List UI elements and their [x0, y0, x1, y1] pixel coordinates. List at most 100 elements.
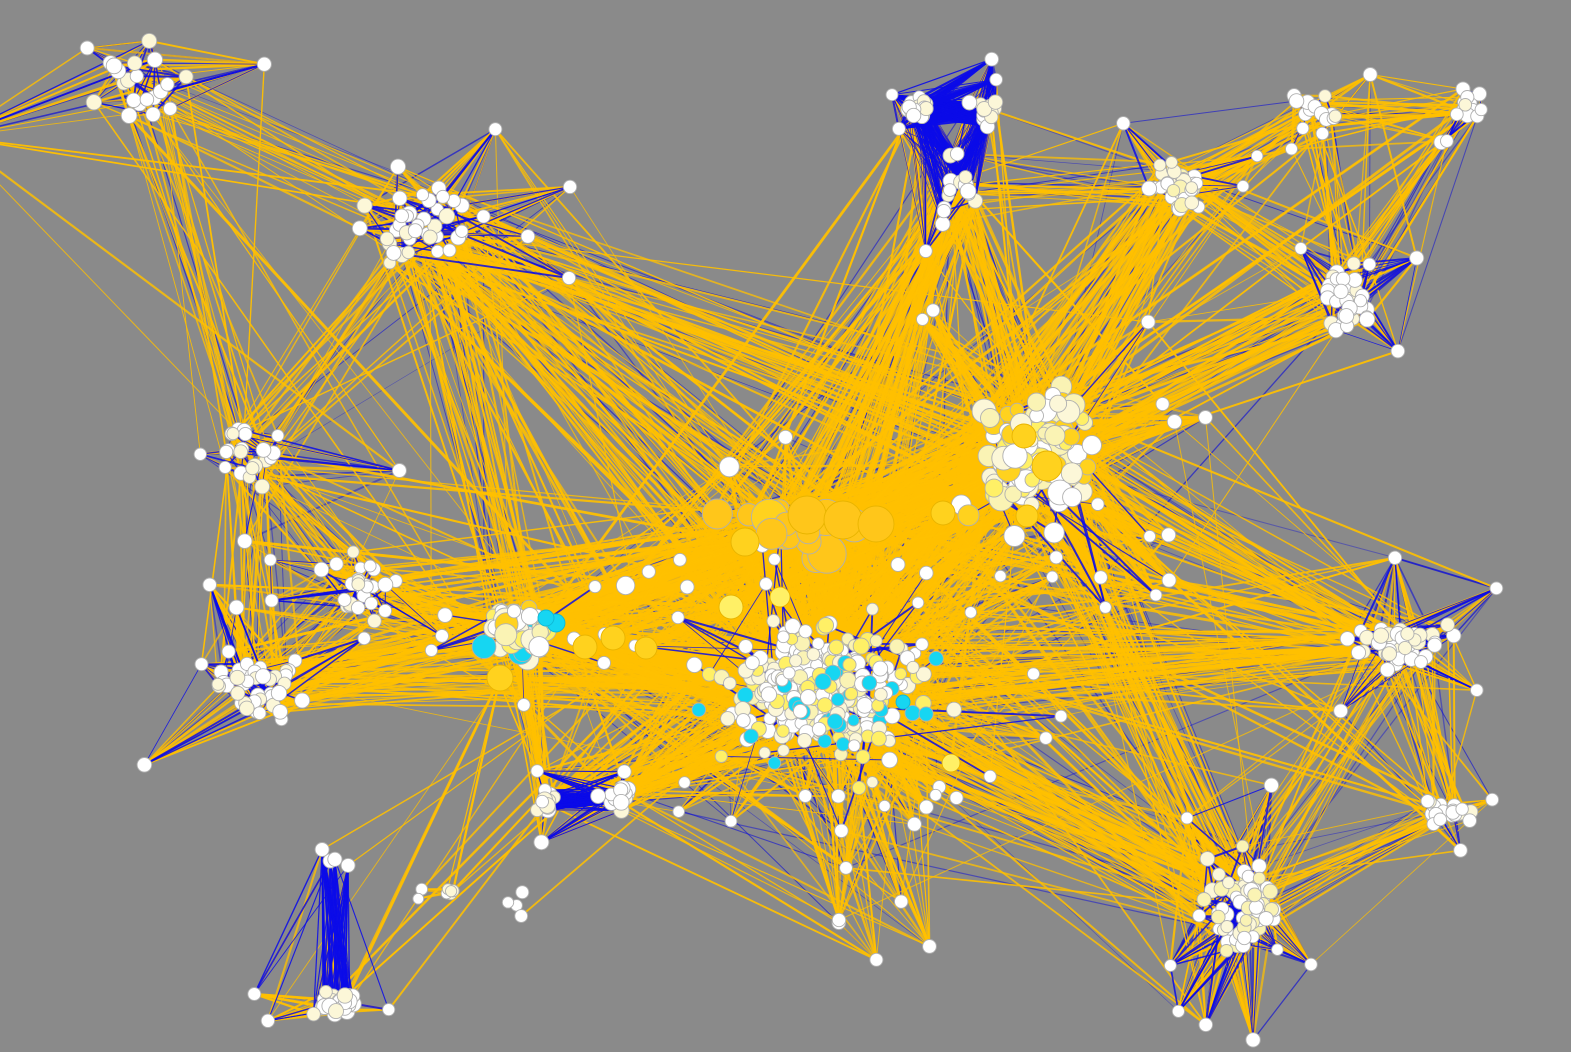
graph-node [929, 788, 942, 802]
graph-node [588, 580, 602, 594]
graph-node [839, 861, 853, 875]
graph-node [455, 224, 469, 238]
graph-node [178, 69, 194, 85]
graph-node [407, 223, 423, 239]
graph-node [918, 799, 934, 815]
graph-node [1091, 497, 1105, 511]
graph-node [1353, 294, 1368, 308]
graph-node [1398, 640, 1413, 656]
graph-node [1196, 892, 1212, 907]
graph-node [1161, 527, 1177, 543]
graph-node [238, 426, 253, 442]
graph-node [85, 94, 103, 111]
graph-node [401, 245, 416, 260]
graph-node [767, 756, 782, 770]
graph-node [435, 189, 450, 204]
graph-node [1003, 525, 1026, 547]
graph-node [1409, 250, 1425, 266]
graph-node [1381, 646, 1397, 662]
graph-node [476, 209, 491, 224]
graph-node [983, 769, 997, 784]
graph-node [789, 654, 803, 668]
graph-node [1462, 813, 1477, 828]
graph-node [1192, 908, 1206, 923]
graph-node [313, 561, 330, 578]
graph-node [327, 851, 343, 867]
graph-node [1155, 396, 1170, 412]
graph-node [340, 857, 356, 873]
graph-node [391, 190, 408, 207]
graph-node [382, 1003, 396, 1017]
graph-node [520, 229, 536, 244]
graph-node [1362, 257, 1377, 272]
graph-node [514, 909, 529, 923]
graph-node [1315, 126, 1330, 141]
graph-node [743, 728, 759, 744]
graph-node-hub [1031, 450, 1063, 482]
graph-node-hub [823, 500, 863, 540]
graph-node [889, 638, 905, 655]
graph-node [735, 713, 751, 728]
graph-node [488, 122, 503, 137]
graph-node [239, 700, 255, 717]
graph-node [928, 650, 944, 667]
graph-node [1339, 631, 1356, 647]
graph-node [1046, 570, 1059, 584]
graph-node [737, 686, 754, 704]
graph-node [835, 737, 851, 752]
graph-node [1304, 957, 1318, 972]
graph-node [1236, 179, 1250, 193]
graph-node [1199, 851, 1216, 867]
graph-node [105, 57, 123, 75]
graph-node [778, 429, 793, 445]
graph-node [1294, 241, 1308, 255]
graph-node [1258, 911, 1274, 927]
graph-node [949, 146, 965, 162]
graph-node [422, 229, 438, 245]
graph-node [328, 1003, 344, 1020]
graph-node [994, 569, 1007, 583]
graph-node [1185, 181, 1198, 194]
graph-node [866, 602, 879, 616]
graph-node [869, 634, 883, 648]
graph-node [615, 575, 636, 596]
graph-node [671, 610, 685, 625]
graph-node [612, 793, 630, 811]
graph-node [120, 107, 138, 124]
graph-node [255, 668, 272, 685]
graph-node [1060, 462, 1083, 485]
graph-node [616, 764, 632, 780]
graph-node [1212, 867, 1226, 882]
graph-node [869, 952, 884, 967]
graph-node [760, 686, 778, 703]
graph-node [1161, 572, 1177, 588]
graph-node [350, 600, 366, 615]
graph-node [759, 577, 773, 591]
graph-node [516, 698, 531, 712]
graph-node [828, 639, 845, 656]
graph-node-hub [1011, 423, 1037, 449]
graph-node [1140, 314, 1156, 330]
graph-node [351, 220, 368, 237]
graph-node [1248, 899, 1264, 915]
graph-node [1099, 601, 1112, 614]
graph-node [424, 643, 438, 657]
graph-node [1247, 887, 1262, 903]
graph-node [1333, 283, 1349, 300]
graph-node [412, 892, 425, 905]
graph-node [1427, 637, 1443, 653]
graph-node [1440, 617, 1455, 633]
graph-node [1166, 414, 1183, 430]
graph-node [272, 703, 289, 720]
graph-node [918, 706, 934, 722]
graph-node [367, 613, 382, 629]
graph-node [228, 599, 245, 616]
graph-node [337, 592, 352, 607]
graph-node [1165, 156, 1178, 169]
graph-node [211, 677, 225, 691]
graph-node [126, 92, 142, 108]
graph-node [471, 634, 497, 659]
graph-node [260, 1013, 276, 1028]
graph-node [1153, 158, 1167, 172]
graph-node [934, 216, 951, 232]
